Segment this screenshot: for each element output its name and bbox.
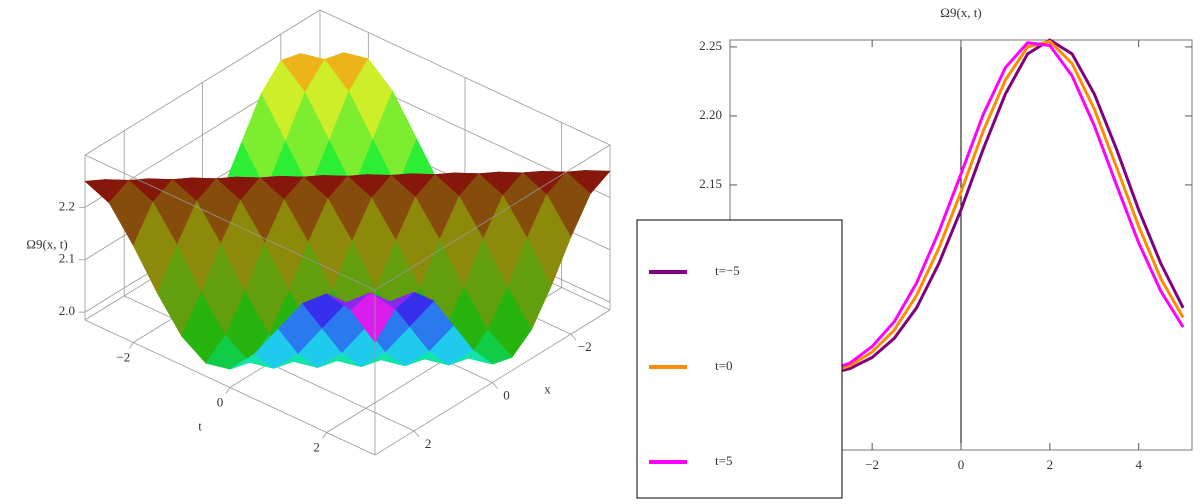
legend-box: [636, 219, 843, 499]
box-edge: [84, 9, 321, 156]
tick-mark: [129, 342, 134, 349]
x-tick-label: −2: [578, 339, 592, 354]
chart-title: Ω9(x, t): [940, 5, 981, 20]
x-axis-label: x: [544, 381, 551, 396]
x-tick-label: 0: [958, 457, 965, 472]
tick-mark: [413, 430, 420, 438]
t-tick-label: 0: [217, 394, 224, 409]
x-tick-label: 4: [1135, 457, 1142, 472]
y-tick-label: 2.15: [699, 176, 722, 191]
x-tick-label: 2: [1047, 457, 1054, 472]
box-edge: [84, 154, 376, 291]
box-edge: [319, 9, 611, 146]
box-edge: [374, 144, 611, 291]
tick-mark: [570, 333, 577, 341]
tick-mark: [225, 387, 231, 394]
y-tick-label: 2.25: [699, 38, 722, 53]
z-axis-label: Ω9(x, t): [26, 236, 67, 251]
legend-label: t=5: [715, 453, 732, 468]
t-tick-label: −2: [116, 349, 130, 364]
z-tick-label: 2.1: [59, 251, 75, 266]
legend: t=−5 t=0 t=5: [636, 219, 843, 499]
t-tick-label: 2: [313, 439, 320, 454]
x-tick-label: −2: [865, 457, 879, 472]
t-axis-label: t: [198, 418, 202, 433]
z-tick-label: 2.0: [59, 303, 75, 318]
legend-label: t=−5: [715, 263, 740, 278]
y-tick-label: 2.20: [699, 107, 722, 122]
z-tick-label: 2.2: [59, 198, 75, 213]
x-tick-label: 2: [425, 436, 432, 451]
tick-mark: [492, 382, 498, 389]
legend-label: t=0: [715, 358, 732, 373]
tick-mark: [322, 432, 327, 439]
x-tick-label: 0: [503, 387, 510, 402]
